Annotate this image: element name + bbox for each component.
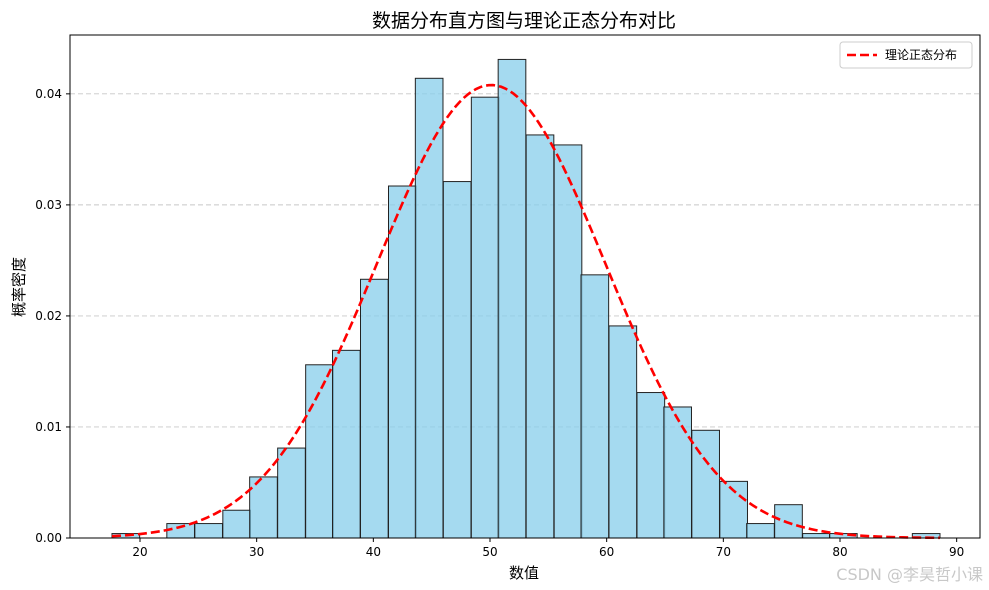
histogram-bar (470, 96, 500, 539)
x-tick-label: 80 (832, 545, 847, 559)
x-tick-label: 70 (716, 545, 731, 559)
histogram-bar (774, 504, 803, 539)
y-tick-label: 0.01 (35, 420, 62, 434)
x-tick-label: 20 (132, 545, 147, 559)
x-tick-label: 90 (949, 545, 964, 559)
plot-frame (69, 34, 981, 539)
normal-curve-line (111, 83, 940, 540)
histogram-bar (663, 406, 692, 539)
y-axis-label: 概率密度 (10, 257, 28, 317)
histogram-bar (332, 349, 361, 539)
histogram-bar (525, 134, 555, 539)
histogram-bar (553, 144, 583, 539)
histogram-bar (802, 533, 831, 539)
histogram-bar (497, 58, 527, 539)
histogram-bar (305, 364, 334, 539)
legend: 理论正态分布 (839, 41, 973, 69)
histogram-bar (414, 77, 444, 539)
x-tick-label: 40 (366, 545, 381, 559)
histogram-bar (360, 278, 389, 539)
chart-title: 数据分布直方图与理论正态分布对比 (372, 10, 676, 32)
x-axis-ticks: 20 30 40 50 60 70 80 90 (132, 538, 964, 559)
y-tick-label: 0.04 (35, 87, 62, 101)
watermark: CSDN @李昊哲小课 (836, 565, 983, 584)
histogram-bar (222, 509, 251, 539)
histogram-bar (608, 325, 638, 539)
histogram-bar (388, 185, 417, 539)
histogram-bar (442, 181, 472, 539)
histogram-bars (111, 58, 941, 539)
legend-label: 理论正态分布 (885, 48, 957, 62)
histogram-bar (580, 274, 610, 539)
x-tick-label: 50 (482, 545, 497, 559)
histogram-bar (277, 447, 306, 539)
histogram-bar (249, 476, 278, 539)
x-axis-label: 数值 (509, 564, 539, 582)
x-tick-label: 60 (599, 545, 614, 559)
y-tick-label: 0.03 (35, 198, 62, 212)
y-axis-ticks: 0.00 0.01 0.02 0.03 0.04 (35, 87, 70, 545)
x-tick-label: 30 (249, 545, 264, 559)
y-tick-label: 0.00 (35, 531, 62, 545)
y-tick-label: 0.02 (35, 309, 62, 323)
histogram-bar (691, 429, 720, 539)
histogram-bar (746, 523, 775, 539)
histogram-bar (636, 392, 666, 539)
histogram-bar (194, 523, 223, 539)
legend-box (839, 41, 973, 69)
